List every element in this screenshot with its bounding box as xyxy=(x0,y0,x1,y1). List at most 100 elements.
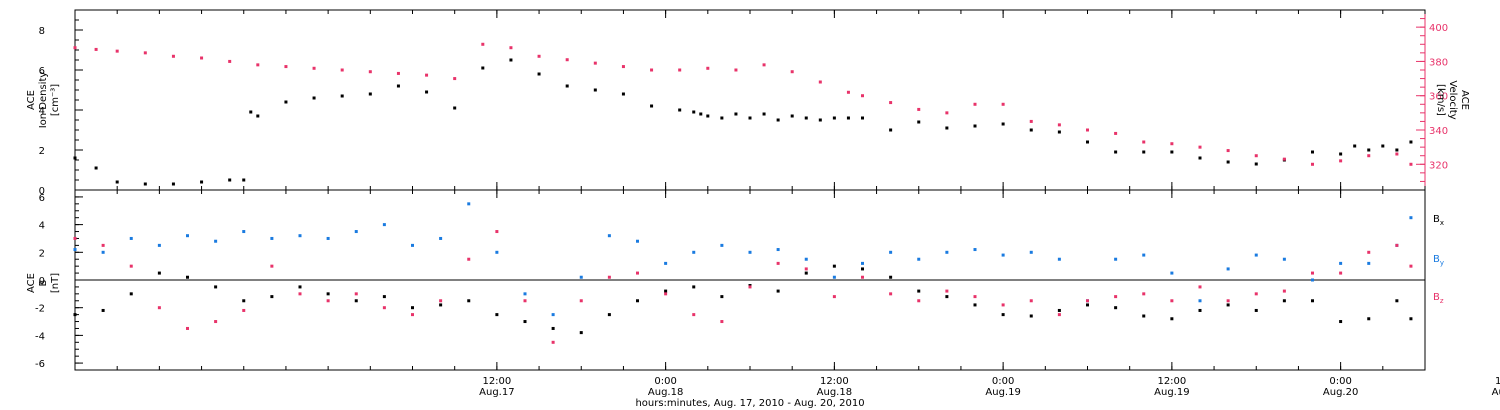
by-point xyxy=(720,243,724,247)
by-point xyxy=(1001,253,1005,257)
density-point xyxy=(1381,144,1385,148)
velocity-point xyxy=(650,68,654,72)
bz-point xyxy=(692,313,696,317)
density-point xyxy=(699,112,703,116)
bx-point xyxy=(1339,320,1343,324)
velocity-point xyxy=(396,71,400,75)
bx-point xyxy=(1282,299,1286,303)
velocity-point xyxy=(621,65,625,69)
velocity-point xyxy=(1339,159,1343,163)
by-point xyxy=(439,236,443,240)
bx-point xyxy=(1057,308,1061,312)
density-point xyxy=(73,156,77,160)
velocity-point xyxy=(945,111,949,115)
bx-point xyxy=(326,292,330,296)
by-point xyxy=(832,275,836,279)
by-point xyxy=(636,239,639,243)
bx-point xyxy=(439,303,443,307)
bx-point xyxy=(270,295,274,299)
bz-point xyxy=(1001,303,1005,307)
velocity-point xyxy=(762,63,766,67)
by-point xyxy=(1142,253,1146,257)
density-point xyxy=(249,110,253,114)
bx-point xyxy=(776,289,780,293)
bz-point xyxy=(1198,285,1202,289)
density-point xyxy=(650,104,654,108)
bx-point xyxy=(551,326,555,330)
bz-point xyxy=(973,295,977,299)
bx-point xyxy=(467,299,471,303)
velocity-point xyxy=(73,46,77,50)
bx-point xyxy=(214,285,218,289)
by-point xyxy=(242,230,246,234)
by-point xyxy=(664,261,668,265)
velocity-point xyxy=(678,68,682,72)
density-point xyxy=(804,116,808,120)
bz-point xyxy=(439,299,443,303)
bottom-panel-points xyxy=(73,202,1413,344)
bz-point xyxy=(917,299,921,303)
by-point xyxy=(101,250,105,254)
bz-point xyxy=(1142,292,1146,296)
bz-point xyxy=(664,292,668,296)
b-label-line2: B xyxy=(38,279,49,286)
density-point xyxy=(509,58,513,62)
density-label-line3: [cm⁻³] xyxy=(50,84,61,116)
velocity-point xyxy=(790,70,794,74)
date-tick-label: Aug.18 xyxy=(817,387,852,398)
bx-point xyxy=(1029,314,1033,318)
by-point xyxy=(861,261,864,265)
density-point xyxy=(1395,148,1399,152)
time-tick-label: 12:00 xyxy=(820,376,849,387)
density-point xyxy=(1057,130,1061,134)
density-point xyxy=(621,92,625,96)
density-point xyxy=(284,100,288,104)
density-point xyxy=(171,182,175,186)
bz-point xyxy=(1226,299,1230,303)
bz-point xyxy=(326,299,330,303)
b-axis-title: ACE B [nT] xyxy=(26,273,61,293)
by-point xyxy=(298,234,302,238)
density-point xyxy=(228,178,232,182)
by-point xyxy=(1226,267,1230,271)
velocity-point xyxy=(1170,142,1174,146)
x-axis-title: hours:minutes, Aug. 17, 2010 - Aug. 20, … xyxy=(635,398,864,409)
density-point xyxy=(748,116,752,120)
density-point xyxy=(537,72,541,76)
bx-point xyxy=(129,292,133,296)
density-point xyxy=(1353,144,1357,148)
by-point xyxy=(523,292,527,296)
bx-point xyxy=(1001,313,1005,317)
bx-point xyxy=(1409,317,1413,321)
time-tick-label: 0:00 xyxy=(654,376,676,387)
density-point xyxy=(143,182,147,186)
bz-point xyxy=(636,271,639,275)
bx-point xyxy=(186,275,189,279)
by-point xyxy=(692,250,696,254)
velocity-tick-label: 360 xyxy=(1429,92,1448,103)
by-point xyxy=(945,250,949,254)
density-point xyxy=(396,84,400,88)
by-point xyxy=(129,236,133,240)
date-tick-label: Aug.19 xyxy=(985,387,1020,398)
density-label-line2: Ion Density xyxy=(38,72,49,129)
by-point xyxy=(186,234,189,238)
velocity-point xyxy=(200,56,204,60)
by-point xyxy=(354,230,358,234)
bz-point xyxy=(1339,271,1343,275)
bx-point xyxy=(720,295,724,299)
by-point xyxy=(748,250,752,254)
by-point xyxy=(1311,278,1314,282)
velocity-point xyxy=(861,94,864,98)
density-point xyxy=(312,96,316,100)
density-point xyxy=(1198,156,1202,160)
bx-point xyxy=(1226,303,1230,307)
bx-point xyxy=(298,285,302,289)
bx-point xyxy=(242,299,246,303)
velocity-tick-label: 400 xyxy=(1429,23,1448,34)
density-point xyxy=(1311,150,1314,154)
top-panel-frame xyxy=(74,9,1426,191)
velocity-point xyxy=(453,77,457,81)
bz-point xyxy=(186,326,189,330)
